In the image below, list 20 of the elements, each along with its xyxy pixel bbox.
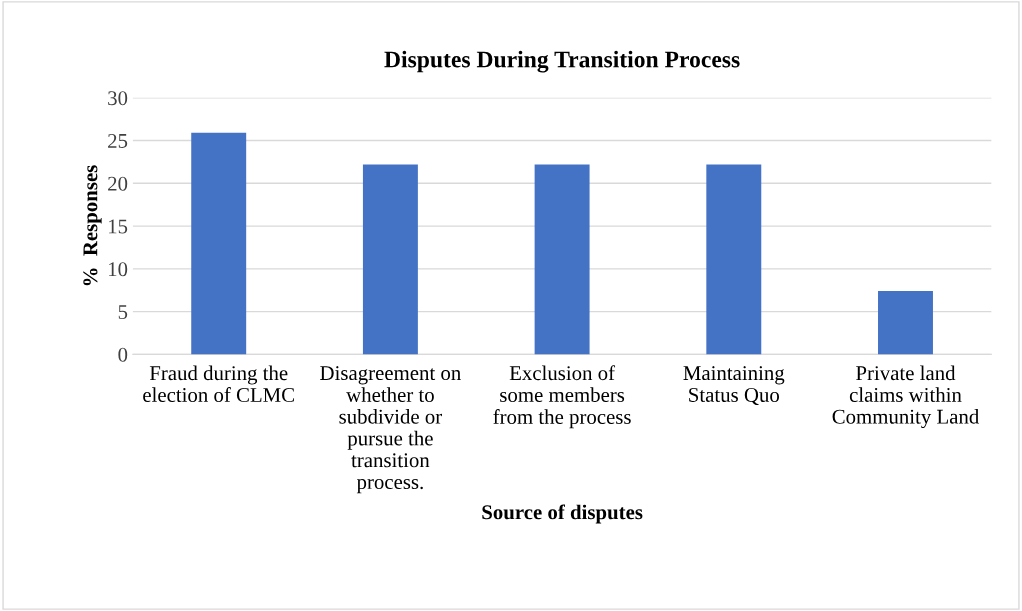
y-tick-label: 0 — [118, 347, 128, 362]
x-axis-title: Source of disputes — [482, 504, 643, 524]
bar — [878, 291, 933, 355]
y-tick-label: 10 — [109, 262, 128, 277]
x-tick-label: Maintaining Status Quo — [683, 366, 785, 406]
x-tick-label: Disagreement on whether to subdivide or pursue the transition process. — [320, 366, 461, 494]
chart-title: Disputes During Transition Process — [384, 50, 740, 73]
bar — [191, 132, 247, 355]
x-tick-label: Fraud during the election of CLMC — [143, 365, 294, 402]
y-tick-label: 25 — [108, 133, 128, 148]
y-axis-title: % Responses — [83, 165, 102, 286]
x-tick-label: Private land claims within Community Land — [832, 365, 980, 429]
y-tick-label: 15 — [109, 219, 128, 234]
y-tick-label: 30 — [108, 91, 128, 106]
bar — [534, 164, 590, 355]
bar — [362, 164, 418, 355]
x-tick-label: Exclusion of some members from the process — [493, 365, 631, 429]
y-tick-label: 5 — [118, 305, 128, 320]
y-tick-label: 20 — [108, 176, 128, 191]
bar — [706, 164, 762, 355]
